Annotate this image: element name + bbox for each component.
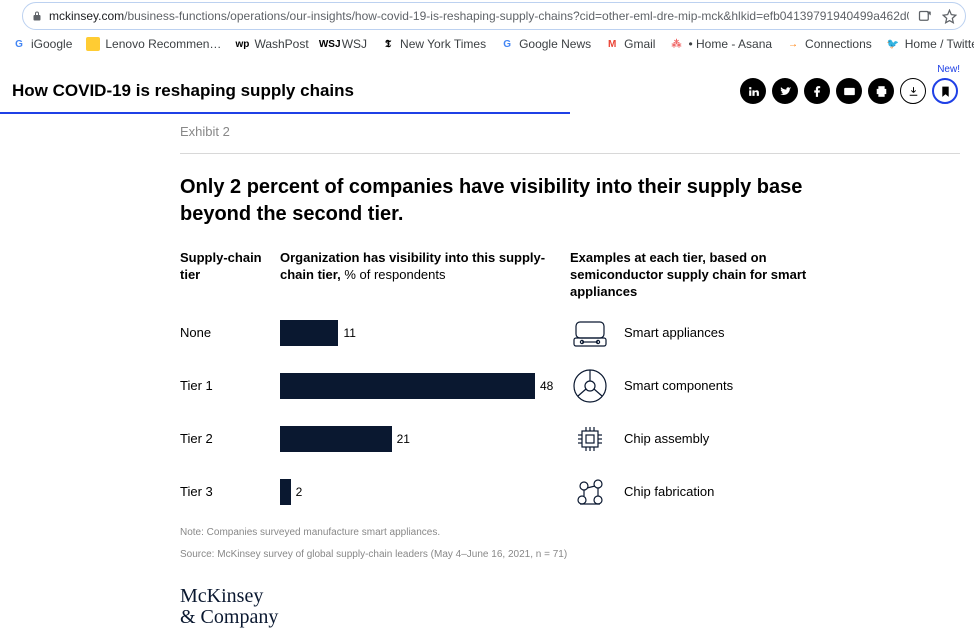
example-label: Chip assembly — [624, 431, 709, 446]
linkedin-button[interactable] — [740, 78, 766, 104]
example-icon — [570, 313, 610, 353]
example-row: Chip fabrication — [570, 465, 850, 518]
chart-bar — [280, 320, 338, 346]
bookmark-label: New York Times — [400, 37, 486, 51]
bookmark-item[interactable]: WSJ WSJ — [323, 37, 367, 51]
bookmark-item[interactable]: M Gmail — [605, 37, 655, 51]
bar-wrap: 21 — [280, 426, 570, 452]
col-examples-head: Examples at each tier, based on semicond… — [570, 250, 850, 306]
bookmark-favicon: M — [605, 37, 619, 51]
brand-line-2: & Company — [180, 606, 278, 628]
tier-label: Tier 3 — [180, 484, 213, 499]
bar-wrap: 48 — [280, 373, 570, 399]
bookmark-favicon: 🐦 — [886, 37, 900, 51]
bar-value: 21 — [397, 432, 410, 446]
bookmark-button[interactable] — [932, 78, 958, 104]
chart-bar — [280, 479, 291, 505]
exhibit-label: Exhibit 2 — [180, 124, 960, 139]
bookmark-favicon: G — [500, 37, 514, 51]
example-row: Smart appliances — [570, 306, 850, 359]
bar-value: 2 — [296, 485, 303, 499]
bar-wrap: 2 — [280, 479, 570, 505]
bookmark-item[interactable]: G Google News — [500, 37, 591, 51]
bookmark-label: iGoogle — [31, 37, 72, 51]
brand-line-1: McKinsey — [180, 585, 263, 607]
col-chart-sub: % of respondents — [341, 267, 446, 282]
bookmark-label: WashPost — [254, 37, 308, 51]
bookmark-item[interactable]: 🐦 Home / Twitter — [886, 37, 974, 51]
new-label: New! — [937, 64, 960, 75]
example-icon — [570, 472, 610, 512]
page-title: How COVID-19 is reshaping supply chains — [12, 81, 354, 101]
bookmark-favicon: 𝕿 — [381, 37, 395, 51]
bookmark-item[interactable]: GiGoogle — [12, 37, 72, 51]
example-label: Smart components — [624, 378, 733, 393]
tier-label: None — [180, 325, 211, 340]
bookmark-favicon: wp — [235, 37, 249, 51]
page-header: How COVID-19 is reshaping supply chains … — [0, 58, 974, 112]
print-button[interactable] — [868, 78, 894, 104]
url-domain: mckinsey.com — [49, 9, 124, 23]
bookmark-label: Home / Twitter — [905, 37, 974, 51]
example-row: Smart components — [570, 359, 850, 412]
example-icon — [570, 366, 610, 406]
bar-value: 48 — [540, 379, 553, 393]
bookmark-label: WSJ — [342, 37, 367, 51]
bookmark-favicon: G — [12, 37, 26, 51]
tier-label: Tier 2 — [180, 431, 213, 446]
bookmark-label: Connections — [805, 37, 872, 51]
bookmark-label: Lenovo Recommen… — [105, 37, 221, 51]
share-url-icon[interactable] — [917, 9, 932, 24]
bookmark-label: Google News — [519, 37, 591, 51]
col-tier-head: Supply-chain tier — [180, 250, 280, 306]
bookmark-item[interactable]: Lenovo Recommen… — [86, 37, 221, 51]
bookmark-item[interactable]: wp WashPost — [235, 37, 308, 51]
bookmark-item[interactable]: 𝕿 New York Times — [381, 37, 486, 51]
bookmark-favicon: → — [786, 37, 800, 51]
star-icon[interactable] — [942, 9, 957, 24]
bookmark-item[interactable]: ⁂ • Home - Asana — [669, 37, 772, 51]
example-row: Chip assembly — [570, 412, 850, 465]
bookmark-favicon: WSJ — [323, 37, 337, 51]
exhibit-note-1: Note: Companies surveyed manufacture sma… — [180, 526, 960, 540]
url-path: /business-functions/operations/our-insig… — [124, 9, 909, 23]
twitter-button[interactable] — [772, 78, 798, 104]
bookmark-favicon: ⁂ — [669, 37, 683, 51]
exhibit-content: Exhibit 2 Only 2 percent of companies ha… — [0, 114, 960, 628]
tier-label: Tier 1 — [180, 378, 213, 393]
exhibit-headline: Only 2 percent of companies have visibil… — [180, 174, 820, 228]
bookmark-item[interactable]: → Connections — [786, 37, 872, 51]
chart-bar — [280, 373, 535, 399]
url-bar[interactable]: mckinsey.com/business-functions/operatio… — [22, 2, 966, 30]
share-row: New! — [740, 78, 958, 104]
lock-icon — [31, 10, 43, 22]
bookmark-label: Gmail — [624, 37, 655, 51]
download-button[interactable] — [900, 78, 926, 104]
facebook-button[interactable] — [804, 78, 830, 104]
bookmarks-bar: GiGoogleLenovo Recommen…wpWashPostWSJWSJ… — [0, 30, 974, 58]
example-label: Smart appliances — [624, 325, 724, 340]
bookmark-label: • Home - Asana — [688, 37, 772, 51]
example-icon — [570, 419, 610, 459]
bookmark-favicon — [86, 37, 100, 51]
email-button[interactable] — [836, 78, 862, 104]
example-label: Chip fabrication — [624, 484, 714, 499]
brand-logo: McKinsey & Company — [180, 586, 960, 628]
url-text[interactable]: mckinsey.com/business-functions/operatio… — [49, 9, 909, 23]
chart-bar — [280, 426, 392, 452]
bar-value: 11 — [343, 326, 355, 340]
col-chart-head: Organization has visibility into this su… — [280, 250, 570, 306]
divider — [180, 153, 960, 154]
exhibit-note-2: Source: McKinsey survey of global supply… — [180, 548, 960, 562]
bar-wrap: 11 — [280, 320, 570, 346]
